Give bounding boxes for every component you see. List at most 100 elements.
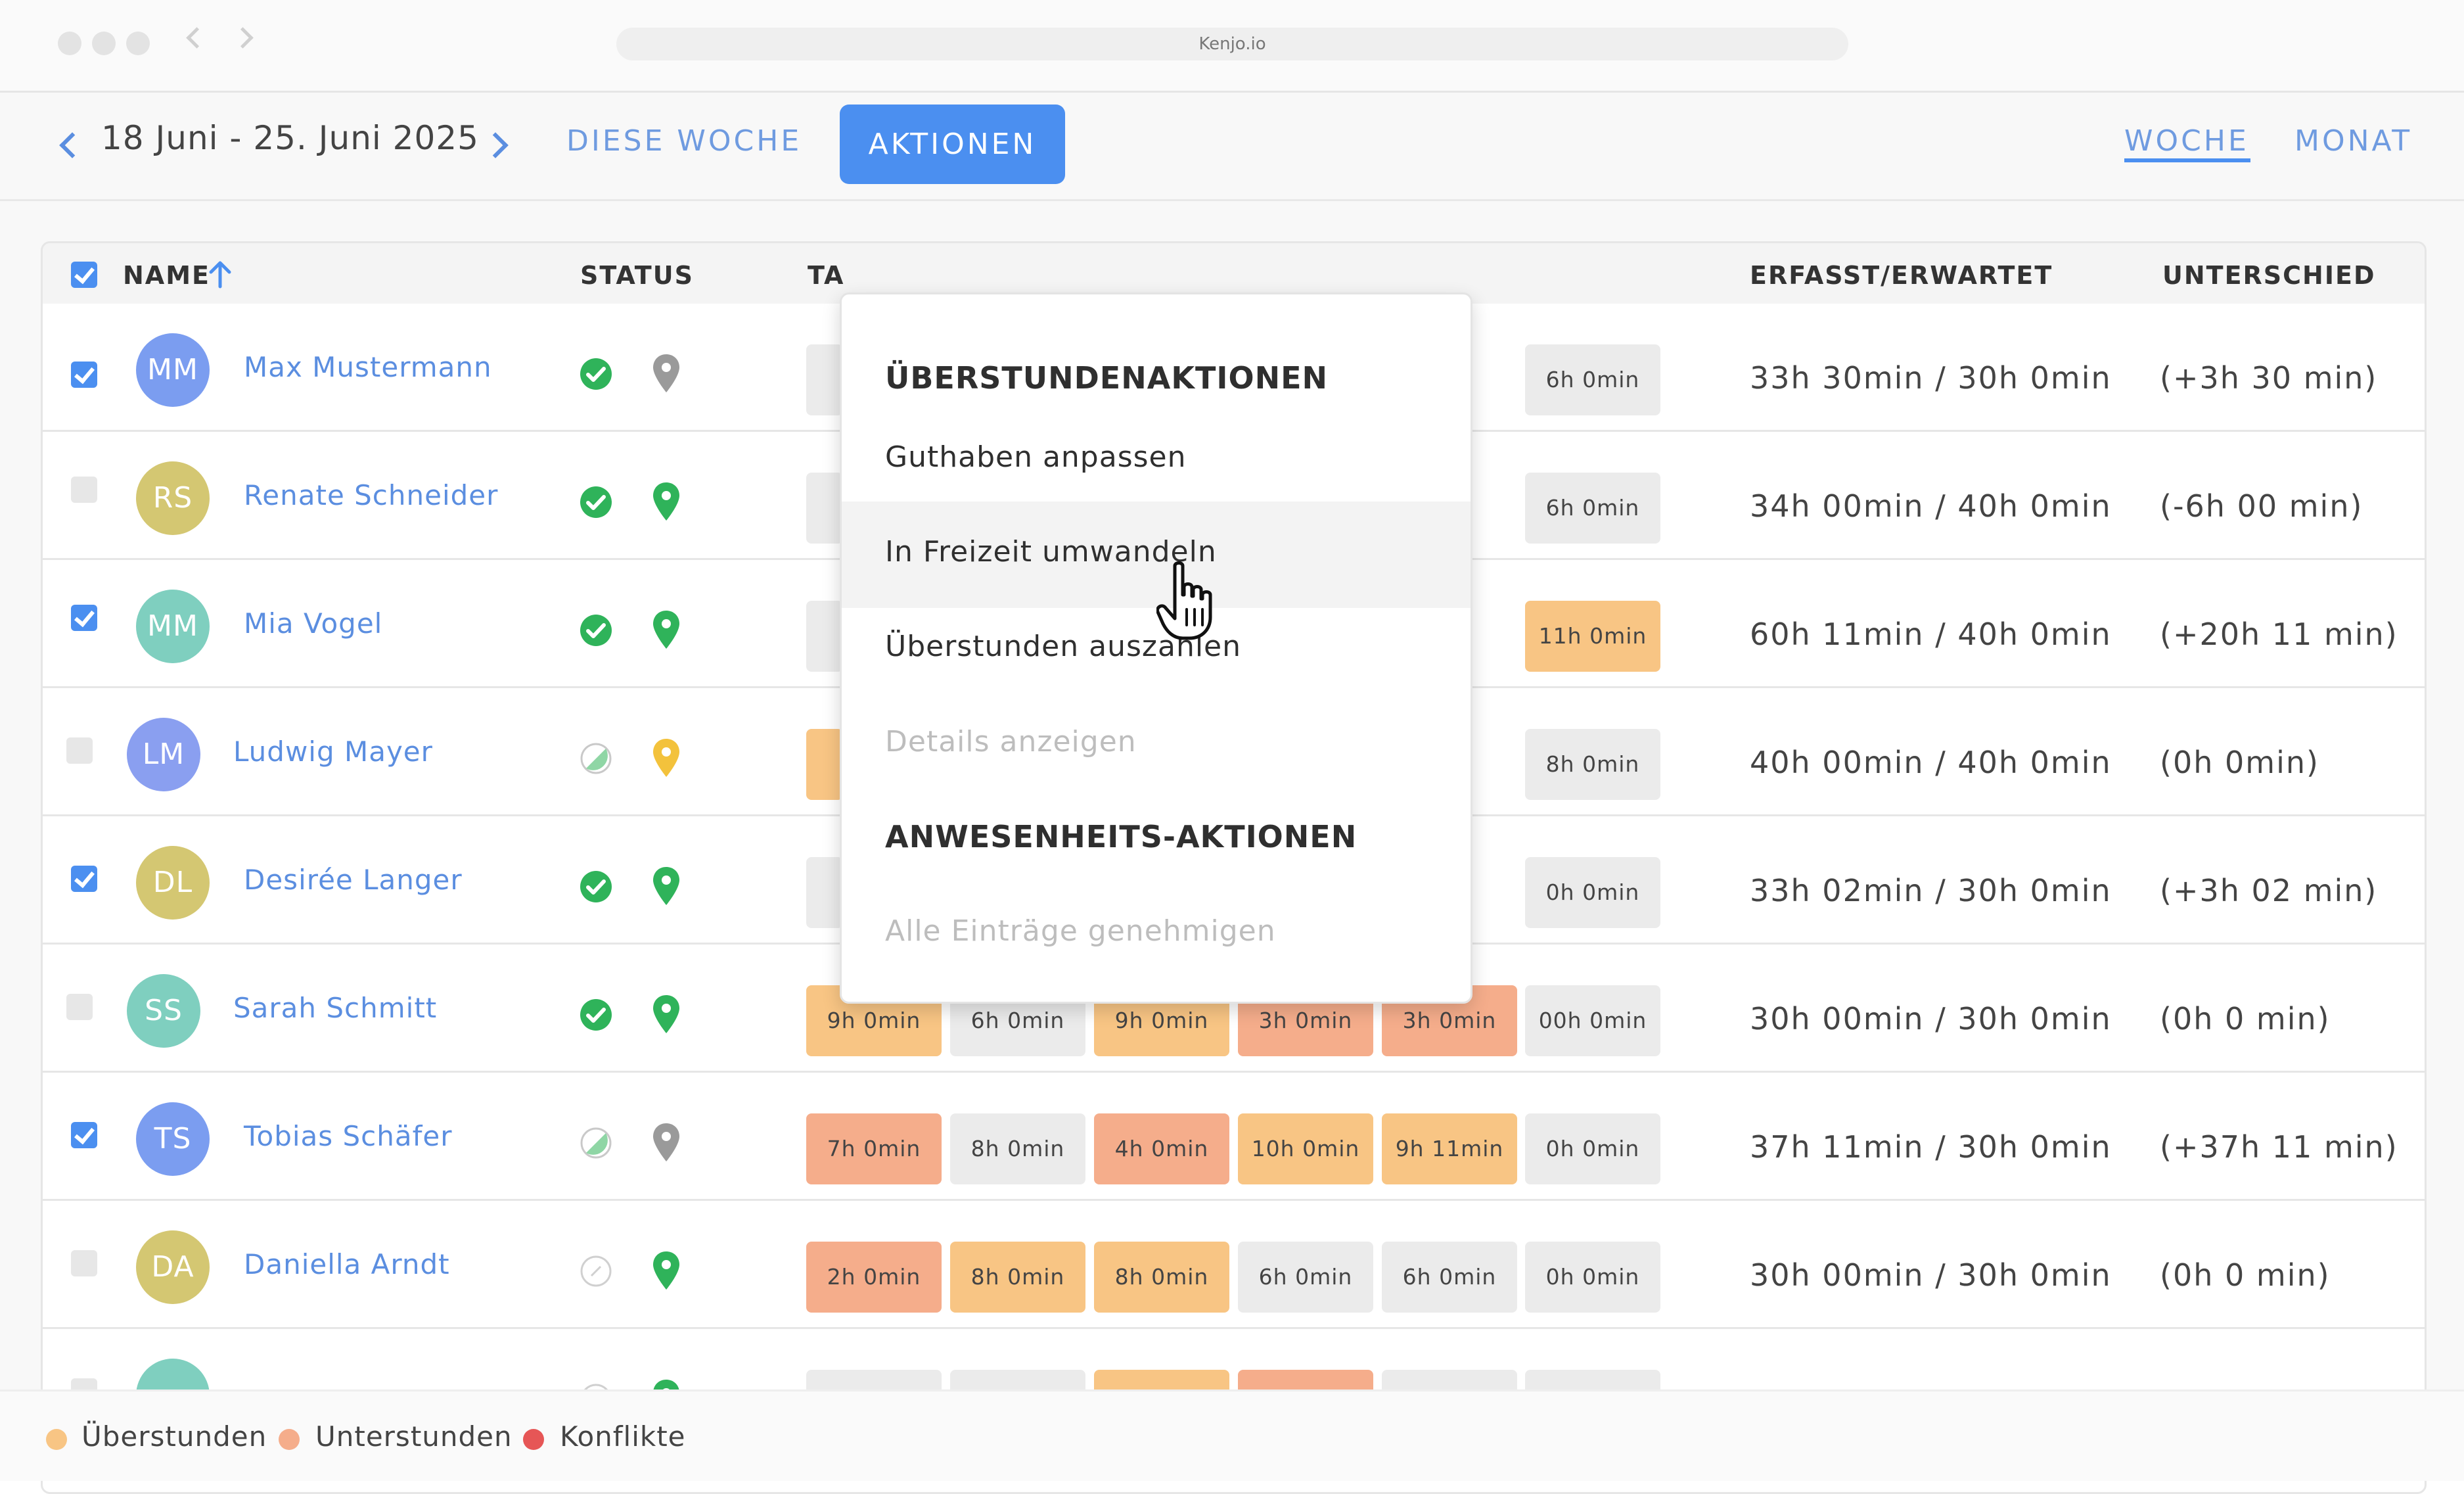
hand-pointer-icon xyxy=(1156,561,1212,640)
column-header-days: TA xyxy=(808,261,845,290)
partial-status-icon xyxy=(580,1127,612,1159)
row-checkbox[interactable] xyxy=(71,362,97,388)
employee-name-link[interactable]: Ludwig Mayer xyxy=(233,735,433,768)
actions-button[interactable]: AKTIONEN xyxy=(840,105,1065,184)
row-checkbox[interactable] xyxy=(71,477,97,503)
employee-name-link[interactable]: Sarah Schmitt xyxy=(233,992,438,1024)
menu-section-attendance: ANWESENHEITS-AKTIONEN xyxy=(885,819,1357,854)
conflicts-legend-dot xyxy=(523,1429,544,1450)
day-hours-pill[interactable]: 2h 0min xyxy=(806,1242,942,1313)
select-all-checkbox[interactable] xyxy=(71,262,97,288)
day-hours-pill[interactable]: 8h 0min xyxy=(950,1113,1085,1184)
day-hours-pill[interactable]: 8h 0min xyxy=(950,1242,1085,1313)
avatar: LM xyxy=(127,718,200,791)
approved-status-icon xyxy=(580,358,612,390)
difference-value: (+37h 11 min) xyxy=(2160,1129,2398,1165)
day-hours-pill[interactable]: 9h 0min xyxy=(806,985,942,1056)
menu-hover-highlight xyxy=(842,502,1471,608)
approved-status-icon xyxy=(580,999,612,1031)
day-hours-pill[interactable]: 10h 0min xyxy=(1238,1113,1373,1184)
day-hours-pill[interactable]: 7h 0min xyxy=(806,1113,942,1184)
day-hours-pill[interactable]: 4h 0min xyxy=(1094,1113,1229,1184)
difference-value: (+20h 11 min) xyxy=(2160,617,2398,652)
day-hours-pill[interactable]: 0h 0min xyxy=(1525,1242,1660,1313)
day-hours-pill[interactable]: 0h 0min xyxy=(1525,857,1660,928)
menu-item-show-details: Details anzeigen xyxy=(885,725,1137,759)
difference-value: (-6h 00 min) xyxy=(2160,488,2363,524)
approved-status-icon xyxy=(580,486,612,518)
tracked-expected-value: 33h 30min / 30h 0min xyxy=(1750,360,2112,396)
day-hours-pill[interactable] xyxy=(806,857,843,928)
location-pin-icon xyxy=(653,354,679,392)
browser-back-icon[interactable] xyxy=(186,27,208,49)
menu-item-adjust-balance[interactable]: Guthaben anpassen xyxy=(885,440,1187,474)
employee-name-link[interactable]: Daniella Arndt xyxy=(244,1248,450,1280)
day-hours-pill[interactable] xyxy=(806,344,843,415)
overtime-legend-dot xyxy=(46,1429,67,1450)
row-checkbox[interactable] xyxy=(71,1250,97,1276)
avatar: RS xyxy=(136,461,210,535)
row-checkbox[interactable] xyxy=(66,994,93,1020)
legend-undertime: Unterstunden xyxy=(315,1420,513,1453)
approved-status-icon xyxy=(580,615,612,646)
avatar: MM xyxy=(136,590,210,663)
menu-item-approve-all: Alle Einträge genehmigen xyxy=(885,914,1276,948)
row-checkbox[interactable] xyxy=(71,605,97,631)
day-hours-pill[interactable]: 9h 11min xyxy=(1382,1113,1517,1184)
approved-status-icon xyxy=(580,871,612,902)
row-checkbox[interactable] xyxy=(66,737,93,764)
difference-value: (0h 0 min) xyxy=(2160,1001,2331,1037)
app: 18 Juni - 25. Juni 2025 DIESE WOCHE AKTI… xyxy=(0,93,2464,1494)
day-hours-pill[interactable] xyxy=(806,729,843,800)
toolbar: 18 Juni - 25. Juni 2025 DIESE WOCHE AKTI… xyxy=(0,93,2464,201)
browser-chrome: Kenjo.io xyxy=(0,0,2464,93)
day-hours-pill[interactable] xyxy=(806,473,843,544)
avatar: DA xyxy=(136,1230,210,1304)
tab-week-underline xyxy=(2124,158,2250,162)
tab-week[interactable]: WOCHE xyxy=(2124,124,2249,158)
day-hours-pill[interactable] xyxy=(806,601,843,672)
day-hours-pill[interactable]: 8h 0min xyxy=(1094,1242,1229,1313)
window-maximize-icon[interactable] xyxy=(126,32,150,55)
location-pin-icon xyxy=(653,1123,679,1161)
avatar: SS xyxy=(127,974,200,1048)
day-hours-pill[interactable]: 0h 0min xyxy=(1525,1113,1660,1184)
tracked-expected-value: 34h 00min / 40h 0min xyxy=(1750,488,2112,524)
next-week-icon[interactable] xyxy=(482,132,509,158)
employee-name-link[interactable]: Mia Vogel xyxy=(244,607,383,640)
row-checkbox[interactable] xyxy=(71,866,97,892)
day-hours-pill[interactable]: 6h 0min xyxy=(1525,473,1660,544)
difference-value: (0h 0 min) xyxy=(2160,1257,2331,1293)
employee-name-link[interactable]: Renate Schneider xyxy=(244,479,499,511)
column-header-tracked-expected: ERFASST/ERWARTET xyxy=(1750,261,2053,290)
day-hours-pill[interactable]: 11h 0min xyxy=(1525,601,1660,672)
row-checkbox[interactable] xyxy=(71,1122,97,1148)
day-hours-pill[interactable]: 00h 0min xyxy=(1525,985,1660,1056)
location-pin-icon xyxy=(653,611,679,649)
employee-name-link[interactable]: Max Mustermann xyxy=(244,351,492,383)
tracked-expected-value: 40h 00min / 40h 0min xyxy=(1750,745,2112,780)
address-bar[interactable]: Kenjo.io xyxy=(616,28,1848,60)
previous-week-icon[interactable] xyxy=(59,132,85,158)
tab-month[interactable]: MONAT xyxy=(2294,124,2413,158)
employee-name-link[interactable]: Desirée Langer xyxy=(244,864,463,896)
avatar: MM xyxy=(136,333,210,407)
menu-item-convert-free-time[interactable]: In Freizeit umwandeln xyxy=(885,535,1217,569)
table-row[interactable]: TS Tobias Schäfer 7h 0min 8h 0min 4h 0mi… xyxy=(43,1073,2425,1201)
browser-forward-icon[interactable] xyxy=(232,27,254,49)
menu-section-overtime: ÜBERSTUNDENAKTIONEN xyxy=(885,360,1328,396)
day-hours-pill[interactable]: 6h 0min xyxy=(1238,1242,1373,1313)
window-close-icon[interactable] xyxy=(58,32,81,55)
window-minimize-icon[interactable] xyxy=(92,32,116,55)
this-week-button[interactable]: DIESE WOCHE xyxy=(566,124,802,158)
sort-ascending-icon[interactable] xyxy=(207,260,233,289)
employee-name-link[interactable]: Tobias Schäfer xyxy=(244,1120,453,1152)
legend-conflicts: Konflikte xyxy=(560,1420,686,1453)
day-hours-pill[interactable]: 6h 0min xyxy=(1382,1242,1517,1313)
tracked-expected-value: 60h 11min / 40h 0min xyxy=(1750,617,2112,652)
day-hours-pill[interactable]: 8h 0min xyxy=(1525,729,1660,800)
day-hours-pill[interactable]: 6h 0min xyxy=(1525,344,1660,415)
table-row[interactable]: DA Daniella Arndt 2h 0min 8h 0min 8h 0mi… xyxy=(43,1201,2425,1329)
legend-bar: Überstunden Unterstunden Konflikte xyxy=(0,1389,2464,1481)
column-header-name[interactable]: NAME xyxy=(123,261,210,290)
